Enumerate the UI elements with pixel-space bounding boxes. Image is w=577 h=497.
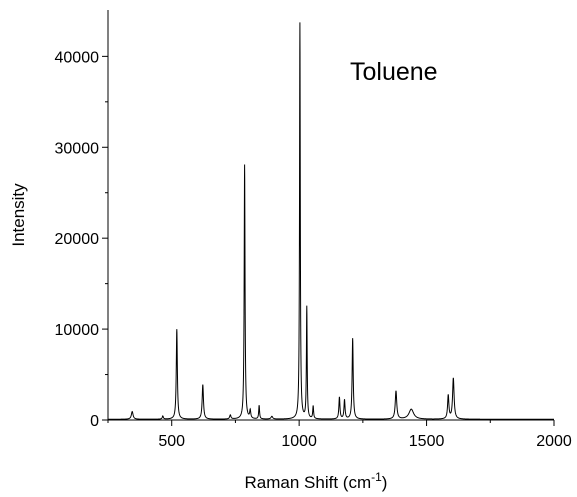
x-ticks: 500 1000 1500 2000 (107, 420, 572, 450)
chart-annotation: Toluene (350, 58, 438, 86)
spectrum-line (108, 22, 554, 420)
y-tick-label: 20000 (55, 231, 100, 248)
y-tick-label: 10000 (55, 322, 100, 339)
y-tick-label: 0 (90, 413, 99, 430)
x-axis-label-main: Raman Shift (cm (245, 473, 372, 492)
y-tick-label: 40000 (55, 49, 100, 66)
x-tick-label: 1000 (281, 433, 317, 450)
x-axis-label: Raman Shift (cm-1) (245, 470, 388, 492)
y-ticks: 0 10000 20000 30000 40000 (55, 49, 108, 430)
x-tick-label: 1500 (409, 433, 445, 450)
x-tick-label: 2000 (536, 433, 572, 450)
x-axis-label-superscript: -1 (371, 470, 382, 484)
x-tick-label: 500 (158, 433, 185, 450)
x-axis-label-end: ) (382, 473, 388, 492)
y-tick-label: 30000 (55, 140, 100, 157)
y-axis-label: Intensity (9, 183, 28, 247)
